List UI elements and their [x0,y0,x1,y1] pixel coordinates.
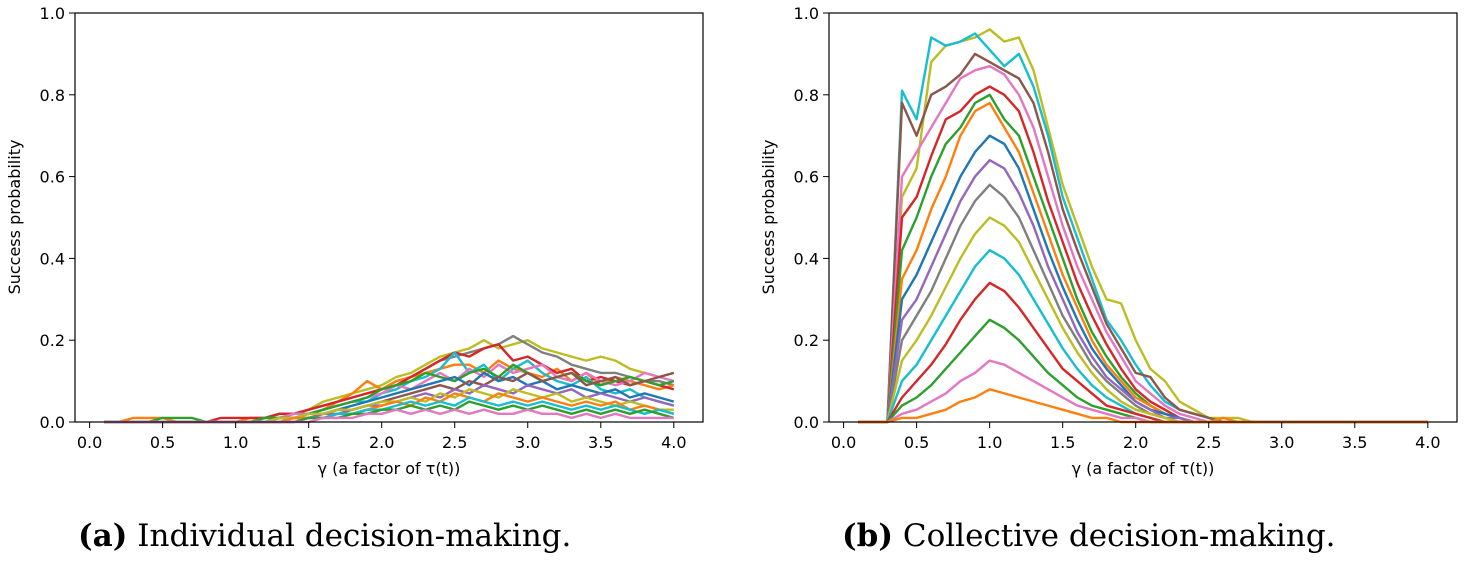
x-tick-label: 2.0 [369,433,394,452]
chart-individual: 0.0 0.2 0.4 0.6 0.8 1.0 0.0 0.5 1.0 1.5 2.0 2.5 3.0… [5,4,704,478]
y-tick-label: 0.4 [40,249,65,268]
x-tick-label: 0.0 [831,433,856,452]
caption-a-label: (a) [78,518,128,554]
series-lines [858,28,1428,424]
x-axis-ticks: 0.0 0.5 1.0 1.5 2.0 2.5 3.0 3.5 4.0 [831,422,1441,452]
plot-frame [828,12,1458,423]
caption-b-text: Collective decision-making. [902,518,1336,554]
y-tick-label: 0.0 [40,413,65,432]
y-tick-label: 0.6 [40,168,65,187]
x-tick-label: 0.5 [150,433,175,452]
x-tick-label: 1.0 [223,433,248,452]
y-tick-label: 0.8 [40,86,65,105]
x-tick-label: 4.0 [661,433,686,452]
series-line-1 [858,32,1428,424]
x-tick-label: 3.5 [1342,433,1367,452]
x-axis-label: γ (a factor of τ(t)) [318,459,461,478]
x-tick-label: 4.0 [1415,433,1440,452]
x-tick-label: 2.0 [1123,433,1148,452]
chart-collective: 0.0 0.2 0.4 0.6 0.8 1.0 0.0 0.5 1.0 1.5 2.0 2.5 3.0… [759,4,1458,478]
caption-b: (b) Collective decision-making. [842,518,1336,554]
x-tick-label: 0.0 [77,433,102,452]
plot-frame [74,12,704,423]
x-tick-label: 1.5 [296,433,321,452]
y-tick-label: 0.0 [794,413,819,432]
x-tick-label: 1.5 [1050,433,1075,452]
y-axis-label: Success probability [759,140,778,295]
y-tick-label: 0.2 [40,331,65,350]
x-axis-ticks: 0.0 0.5 1.0 1.5 2.0 2.5 3.0 3.5 4.0 [77,422,687,452]
y-tick-label: 1.0 [794,4,819,23]
x-tick-label: 3.5 [588,433,613,452]
y-tick-label: 0.4 [794,249,819,268]
x-tick-label: 2.5 [442,433,467,452]
x-tick-label: 3.0 [515,433,540,452]
y-tick-label: 0.8 [794,86,819,105]
y-tick-label: 0.2 [794,331,819,350]
y-tick-label: 1.0 [40,4,65,23]
x-tick-label: 3.0 [1269,433,1294,452]
caption-b-label: (b) [842,518,894,554]
series-line-6 [104,363,675,424]
y-tick-label: 0.6 [794,168,819,187]
x-tick-label: 2.5 [1196,433,1221,452]
y-axis-label: Success probability [5,140,24,295]
x-tick-label: 1.0 [977,433,1002,452]
caption-a: (a) Individual decision-making. [78,518,571,554]
x-axis-label: γ (a factor of τ(t)) [1072,459,1215,478]
caption-a-text: Individual decision-making. [137,518,572,554]
y-axis-ticks: 0.0 0.2 0.4 0.6 0.8 1.0 [40,4,75,432]
series-lines [104,334,675,424]
x-tick-label: 0.5 [904,433,929,452]
series-line-3 [858,64,1428,424]
y-axis-ticks: 0.0 0.2 0.4 0.6 0.8 1.0 [794,4,829,432]
